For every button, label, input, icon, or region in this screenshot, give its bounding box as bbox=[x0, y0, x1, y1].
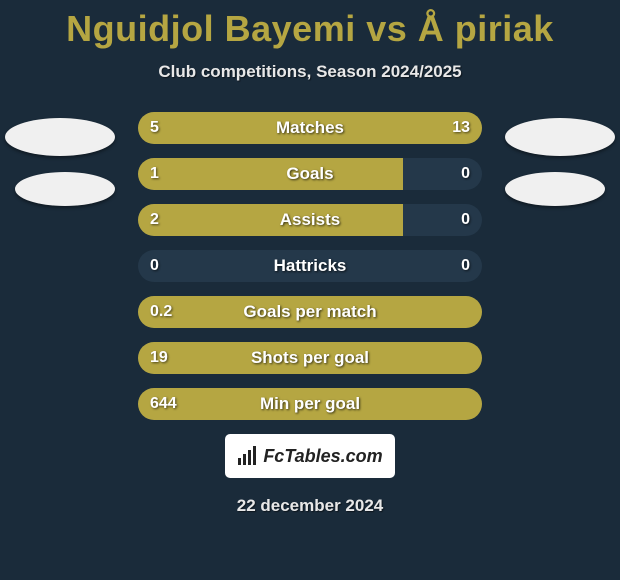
metric-row: 513Matches bbox=[0, 112, 620, 144]
metric-row: 00Hattricks bbox=[0, 250, 620, 282]
source-logo-text: FcTables.com bbox=[263, 446, 382, 467]
metric-label: Goals per match bbox=[138, 296, 482, 328]
metric-row: 19Shots per goal bbox=[0, 342, 620, 374]
report-date: 22 december 2024 bbox=[0, 496, 620, 516]
comparison-title: Nguidjol Bayemi vs Å piriak bbox=[0, 0, 620, 50]
metric-label: Shots per goal bbox=[138, 342, 482, 374]
metric-label: Hattricks bbox=[138, 250, 482, 282]
metric-label: Matches bbox=[138, 112, 482, 144]
metric-row: 644Min per goal bbox=[0, 388, 620, 420]
chart-icon bbox=[237, 446, 259, 466]
metric-label: Assists bbox=[138, 204, 482, 236]
metric-row: 20Assists bbox=[0, 204, 620, 236]
source-logo: FcTables.com bbox=[225, 434, 395, 478]
metric-row: 10Goals bbox=[0, 158, 620, 190]
metric-label: Min per goal bbox=[138, 388, 482, 420]
metric-row: 0.2Goals per match bbox=[0, 296, 620, 328]
metric-label: Goals bbox=[138, 158, 482, 190]
comparison-subtitle: Club competitions, Season 2024/2025 bbox=[0, 62, 620, 82]
comparison-chart: 513Matches 10Goals 20Assists 00Hattricks 0.2… bbox=[0, 112, 620, 420]
